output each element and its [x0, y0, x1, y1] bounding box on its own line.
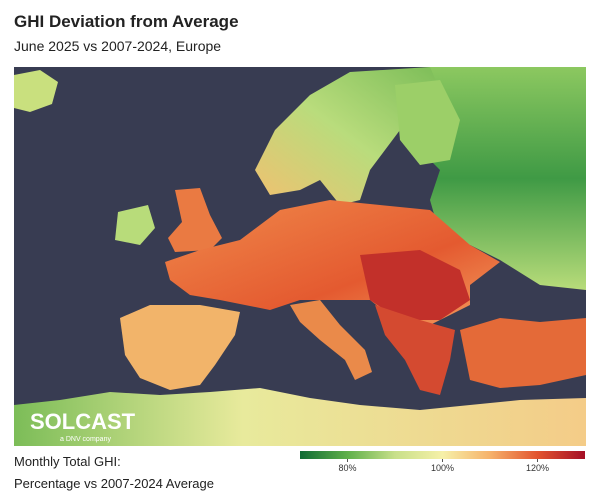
- logo: SOLCAST: [30, 409, 136, 434]
- title: GHI Deviation from Average: [14, 12, 239, 31]
- turkey: [460, 318, 586, 388]
- colorbar-tick-label: 100%: [431, 463, 454, 473]
- colorbar-bar: [300, 451, 585, 459]
- eastern-europe: [420, 67, 586, 290]
- balkans: [375, 305, 455, 395]
- legend-label: Monthly Total GHI:: [14, 454, 121, 469]
- italy: [290, 300, 372, 380]
- colorbar-tick-label: 120%: [526, 463, 549, 473]
- legend-label: Percentage vs 2007-2024 Average: [14, 476, 214, 491]
- hot-core: [360, 250, 470, 320]
- subtitle: June 2025 vs 2007-2024, Europe: [14, 38, 222, 54]
- colorbar-tick-label: 80%: [338, 463, 356, 473]
- great-britain: [168, 188, 222, 252]
- north-africa: [14, 388, 586, 446]
- iceland: [14, 70, 58, 112]
- iberia: [120, 305, 240, 390]
- map: [14, 67, 586, 446]
- ireland: [115, 205, 155, 245]
- colorbar: 80% 100% 120%: [300, 451, 585, 473]
- scandinavia: [255, 67, 440, 205]
- finland: [395, 80, 460, 165]
- logo-tagline: a DNV company: [60, 436, 111, 443]
